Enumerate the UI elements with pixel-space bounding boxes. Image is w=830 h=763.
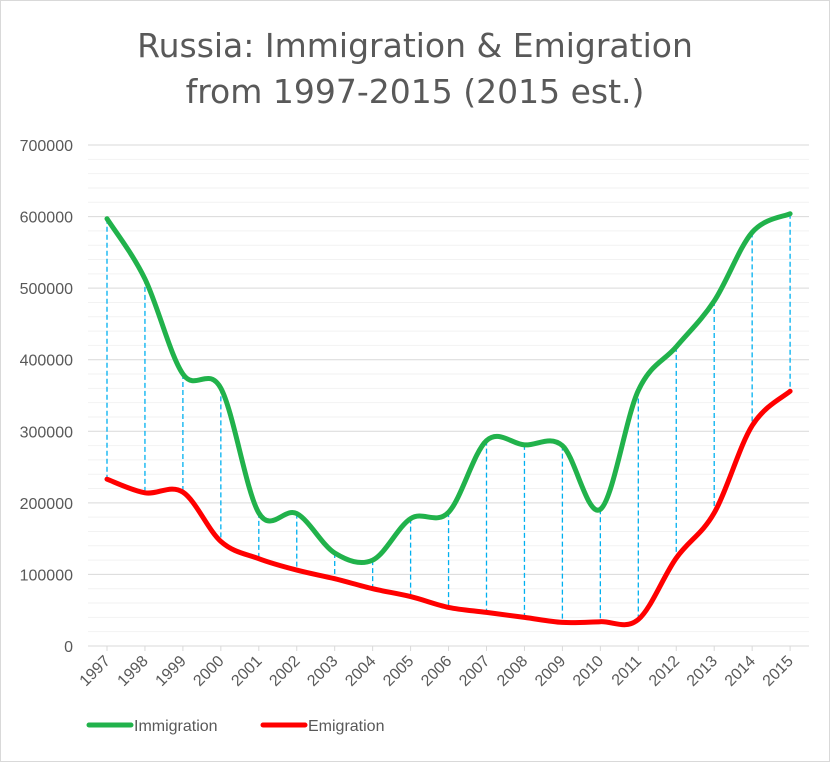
data-point-emigration — [788, 389, 793, 394]
x-tick-label: 2000 — [190, 653, 227, 690]
x-tick-label: 2003 — [304, 653, 341, 690]
x-tick-label: 2010 — [570, 653, 607, 690]
y-tick-label: 500000 — [20, 281, 73, 298]
data-point-immigration — [105, 216, 110, 221]
chart-title: Russia: Immigration & Emigration from 19… — [1, 23, 829, 115]
legend-label-immigration: Immigration — [134, 718, 218, 735]
x-tick-label: 2002 — [266, 653, 303, 690]
y-tick-label: 100000 — [20, 567, 73, 584]
data-point-emigration — [446, 605, 451, 610]
series-line-emigration — [104, 388, 793, 628]
data-point-emigration — [522, 615, 527, 620]
data-point-emigration — [142, 490, 147, 495]
x-tick-label: 2015 — [760, 653, 797, 690]
legend-label-emigration: Emigration — [308, 718, 384, 735]
data-point-immigration — [142, 276, 147, 281]
x-tick-label: 2014 — [722, 653, 759, 690]
data-point-emigration — [332, 576, 337, 581]
data-point-emigration — [560, 620, 565, 625]
data-point-immigration — [332, 550, 337, 555]
data-point-immigration — [598, 507, 603, 512]
x-tick-label: 2004 — [342, 653, 379, 690]
data-point-immigration — [522, 442, 527, 447]
data-point-immigration — [180, 372, 185, 377]
data-point-immigration — [370, 558, 375, 563]
data-point-emigration — [712, 510, 717, 515]
x-tick-label: 2008 — [494, 653, 531, 690]
x-tick-label: 2006 — [418, 653, 455, 690]
data-point-immigration — [484, 438, 489, 443]
y-tick-label: 300000 — [20, 424, 73, 441]
data-point-immigration — [712, 299, 717, 304]
x-tick-label: 2001 — [228, 653, 265, 690]
data-point-emigration — [484, 610, 489, 615]
data-point-emigration — [408, 594, 413, 599]
y-tick-label: 200000 — [20, 496, 73, 513]
chart-title-line-1: Russia: Immigration & Emigration — [137, 26, 693, 65]
chart-subtitle: from 1997-2015 (2015 est.) — [185, 72, 645, 111]
x-tick-label: 2007 — [456, 653, 493, 690]
data-point-emigration — [674, 555, 679, 560]
data-point-immigration — [294, 511, 299, 516]
data-point-immigration — [256, 510, 261, 515]
x-tick-label: 2011 — [609, 653, 645, 689]
y-tick-label: 600000 — [20, 210, 73, 227]
data-point-immigration — [674, 344, 679, 349]
data-point-emigration — [256, 556, 261, 561]
data-point-emigration — [105, 477, 110, 482]
x-tick-label: 1998 — [115, 653, 152, 690]
data-point-immigration — [750, 230, 755, 235]
data-point-immigration — [788, 211, 793, 216]
data-point-immigration — [446, 510, 451, 515]
y-tick-label: 400000 — [20, 353, 73, 370]
data-point-immigration — [560, 443, 565, 448]
data-point-emigration — [598, 619, 603, 624]
data-point-emigration — [370, 586, 375, 591]
data-point-immigration — [636, 388, 641, 393]
data-point-immigration — [218, 386, 223, 391]
x-tick-label: 2009 — [532, 653, 569, 690]
data-point-emigration — [180, 490, 185, 495]
data-point-emigration — [750, 423, 755, 428]
data-point-immigration — [408, 516, 413, 521]
x-tick-label: 2013 — [684, 653, 721, 690]
series-line-immigration — [104, 211, 793, 565]
y-tick-label: 700000 — [20, 138, 73, 155]
x-tick-label: 2012 — [646, 653, 683, 690]
x-tick-label: 2005 — [380, 653, 417, 690]
data-point-emigration — [294, 568, 299, 573]
data-point-emigration — [636, 617, 641, 622]
data-point-emigration — [218, 539, 223, 544]
y-tick-label: 0 — [64, 639, 73, 656]
x-tick-label: 1997 — [77, 653, 114, 690]
x-tick-label: 1999 — [153, 653, 190, 690]
